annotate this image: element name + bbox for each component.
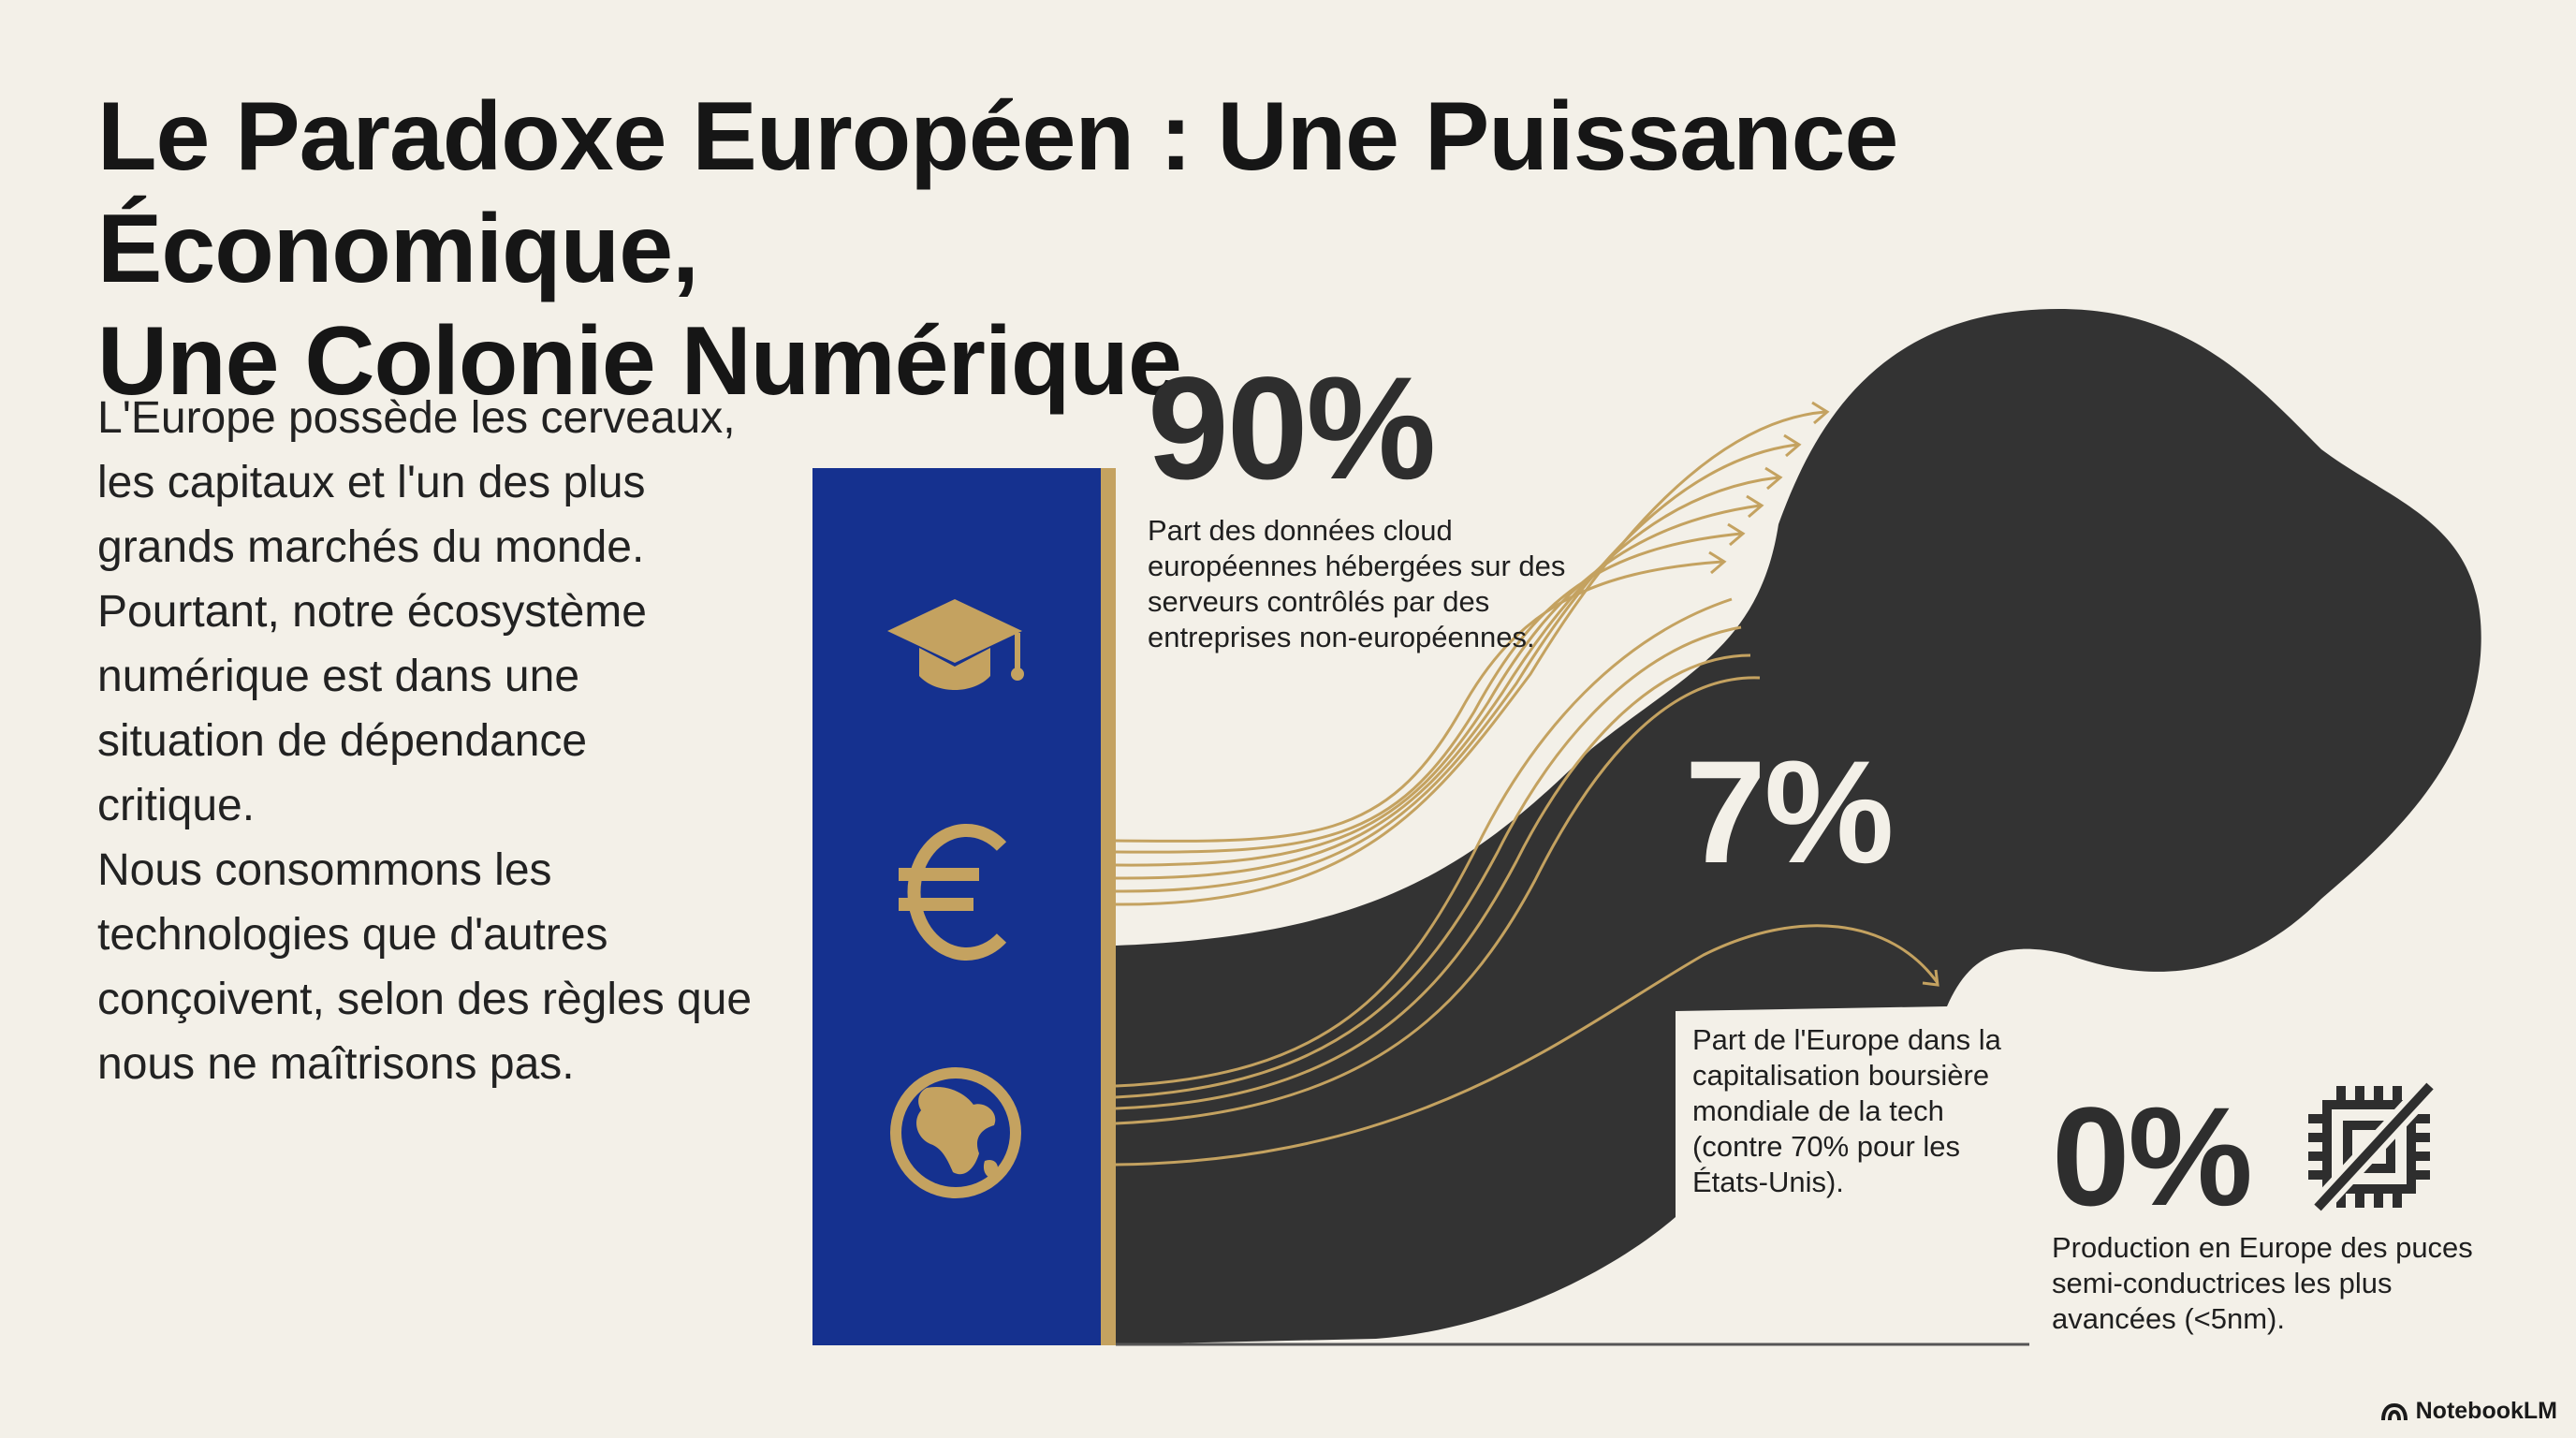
euro-icon	[899, 824, 1007, 961]
capitalisation-label-box	[1676, 1011, 2039, 1217]
chips-stat-label: Production en Europe des puces semi-cond…	[2052, 1231, 2473, 1335]
page-title: Le Paradoxe Européen : Une Puissance Éco…	[97, 81, 2494, 418]
cloud-stat-label: Part des données cloud européennes héber…	[1148, 514, 1566, 653]
gold-arrowheads	[1708, 401, 1939, 987]
intro-paragraph-2: Nous consommons les technologies que d'a…	[97, 845, 753, 1089]
brand: NotebookLM	[2380, 1398, 2557, 1425]
capitalisation-stat-value: 7%	[1685, 731, 1894, 894]
title-line-2: Une Colonie Numérique	[97, 307, 1182, 416]
cloud-stat-value: 90%	[1148, 347, 1436, 510]
graduation-cap-icon	[887, 599, 1024, 690]
gold-flow-lines	[1115, 410, 1939, 1167]
crossed-chip-icon	[2308, 1078, 2438, 1215]
capitalisation-stat-label: Part de l'Europe dans la capitalisation …	[1692, 1023, 2001, 1198]
intro-paragraph-1: L'Europe possède les cerveaux, les capit…	[97, 393, 736, 830]
chips-stat-value: 0%	[2052, 1078, 2253, 1235]
brand-name: NotebookLM	[2415, 1398, 2557, 1424]
dark-mass-shape	[1116, 309, 2481, 1344]
notebooklm-logo-icon	[2380, 1402, 2408, 1420]
globe-icon	[890, 1067, 1021, 1198]
intro-text: L'Europe possède les cerveaux, les capit…	[97, 386, 753, 1096]
gold-pillar-edge	[1101, 468, 1116, 1345]
title-line-1: Le Paradoxe Européen : Une Puissance Éco…	[97, 82, 1898, 303]
